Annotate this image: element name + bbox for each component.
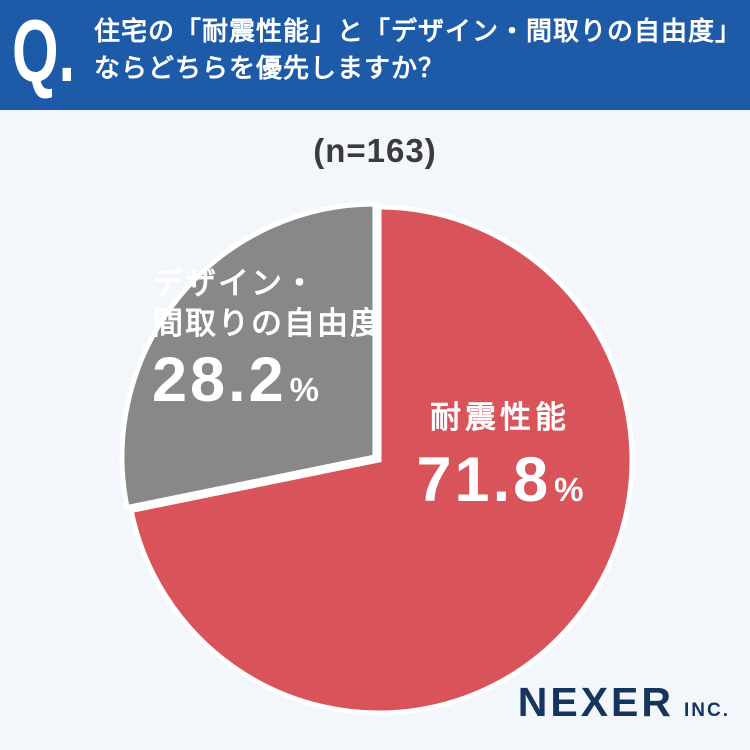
percent-sign: % [554, 471, 584, 508]
percent-sign: % [289, 371, 319, 408]
q-mark: Q. [12, 1, 76, 100]
brand-logo: NEXER INC. [518, 679, 730, 726]
brand-name: NEXER [517, 679, 674, 725]
slice-value-row: 71.8 % [362, 445, 638, 515]
slice-label-earthquake-resistance: 耐震性能 71.8 % [362, 398, 638, 515]
slice-value: 71.8 [416, 445, 552, 515]
brand-suffix: INC. [684, 700, 730, 721]
question-line-1: 住宅の「耐震性能」と「デザイン・間取りの自由度」 [94, 16, 743, 46]
slice-name-line: デザイン・ [152, 266, 317, 301]
slice-label-design-layout-freedom: デザイン・ 間取りの自由度 28.2 % [152, 264, 383, 415]
slice-value: 28.2 [152, 345, 287, 415]
question-line-2: ならどちらを優先しますか？ [94, 53, 446, 83]
pie-slice-earthquake-resistance [128, 204, 635, 716]
sample-size-label: (n=163) [313, 132, 437, 169]
question-header: Q. 住宅の「耐震性能」と「デザイン・間取りの自由度」 ならどちらを優先しますか… [0, 0, 750, 110]
slice-name-line: 間取りの自由度 [152, 306, 383, 341]
pie-slice-design-layout-freedom [119, 201, 378, 511]
slice-value-row: 28.2 % [152, 345, 383, 415]
slice-name-line: 耐震性能 [430, 400, 570, 435]
question-text: 住宅の「耐震性能」と「デザイン・間取りの自由度」 ならどちらを優先しますか？ [94, 13, 742, 87]
